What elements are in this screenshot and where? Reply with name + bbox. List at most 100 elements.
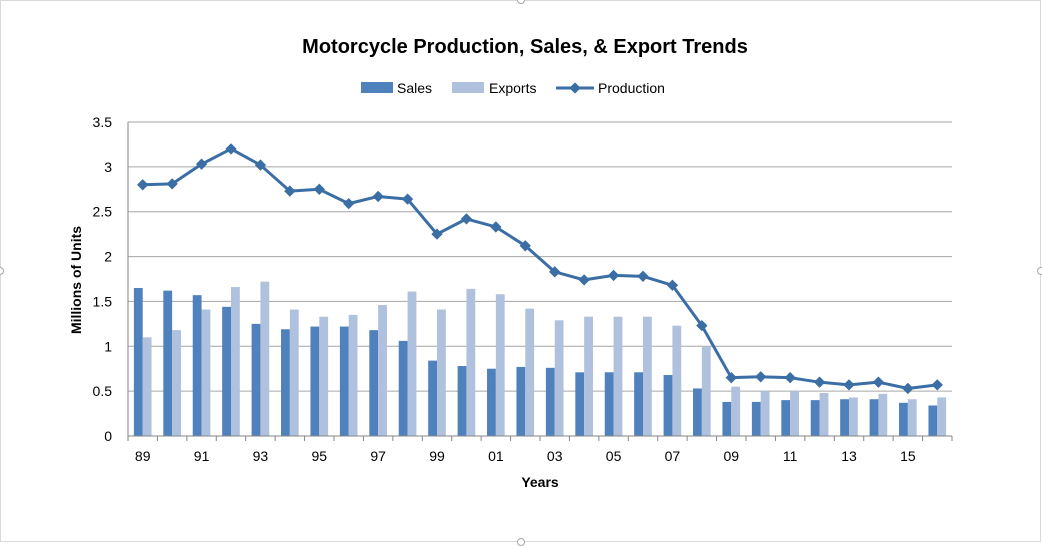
bar-sales-98: [398, 340, 408, 436]
legend-label-exports: Exports: [489, 80, 536, 96]
bar-sales-13: [840, 399, 849, 436]
bar-exports-96: [348, 314, 358, 436]
bars: [133, 281, 947, 436]
x-axis-title: Years: [521, 474, 559, 490]
bar-exports-90: [172, 330, 181, 436]
y-tick-label: 3: [104, 159, 112, 175]
production-line: [137, 143, 943, 395]
bar-exports-01: [495, 294, 505, 436]
bar-exports-94: [289, 309, 299, 436]
x-tick-label: 11: [783, 448, 798, 464]
bar-exports-09: [731, 386, 741, 436]
y-tick-label: 1.5: [93, 293, 113, 309]
legend-swatch-exports: [452, 82, 484, 93]
bar-sales-05: [604, 372, 614, 436]
legend-marker-production: [569, 82, 581, 94]
marker-production-99: [431, 228, 443, 240]
bar-sales-01: [487, 368, 496, 436]
marker-production-03: [549, 266, 561, 278]
bar-exports-04: [584, 316, 593, 436]
bar-sales-14: [869, 399, 879, 436]
bar-sales-10: [751, 401, 761, 436]
bar-exports-91: [201, 309, 211, 436]
bar-exports-12: [819, 392, 829, 436]
x-tick-label: 07: [665, 448, 681, 464]
bar-sales-08: [693, 388, 702, 436]
marker-production-09: [725, 372, 737, 384]
marker-production-07: [666, 279, 679, 291]
legend-label-production: Production: [598, 80, 665, 96]
resize-handle-right[interactable]: [1037, 267, 1042, 275]
x-tick-label: 91: [194, 448, 210, 464]
marker-production-95: [313, 183, 325, 195]
x-tick-label: 13: [841, 448, 857, 464]
marker-production-11: [784, 372, 796, 384]
marker-production-02: [519, 240, 531, 252]
x-tick-label: 09: [723, 448, 739, 464]
bar-exports-99: [437, 309, 446, 436]
bar-sales-89: [133, 287, 143, 436]
bar-exports-02: [525, 308, 535, 436]
bar-sales-02: [516, 366, 526, 436]
bar-exports-14: [878, 393, 888, 436]
bar-exports-95: [319, 316, 329, 436]
marker-production-91: [195, 158, 208, 170]
legend: Sales Exports Production: [361, 80, 665, 96]
bar-sales-00: [457, 366, 467, 436]
bar-sales-07: [663, 374, 673, 436]
marker-production-01: [490, 221, 502, 233]
axes: [127, 122, 953, 441]
marker-production-97: [372, 190, 384, 203]
marker-production-12: [813, 376, 826, 388]
marker-production-92: [225, 143, 237, 155]
marker-production-16: [931, 379, 943, 391]
marker-production-14: [872, 376, 885, 388]
bar-sales-15: [899, 402, 908, 436]
legend-label-sales: Sales: [397, 80, 432, 96]
bar-exports-08: [701, 346, 711, 436]
bar-exports-89: [142, 337, 152, 436]
y-axis-title: Millions of Units: [68, 226, 84, 334]
x-tick-label: 95: [311, 448, 327, 464]
x-tick-label: 01: [488, 448, 504, 464]
bar-sales-97: [369, 330, 379, 436]
bar-exports-16: [937, 397, 947, 436]
bar-sales-96: [339, 326, 349, 436]
marker-production-10: [755, 371, 767, 383]
bar-exports-00: [466, 288, 476, 436]
bar-sales-91: [192, 295, 202, 436]
bar-sales-03: [545, 367, 555, 436]
legend-swatch-sales: [361, 82, 393, 93]
bar-sales-11: [781, 400, 791, 436]
marker-production-13: [843, 379, 855, 391]
bar-sales-04: [575, 372, 585, 436]
bar-sales-09: [722, 401, 732, 436]
y-tick-label: 0: [104, 428, 112, 444]
bar-sales-92: [222, 306, 231, 436]
bar-sales-95: [310, 326, 320, 436]
bar-sales-06: [634, 372, 643, 436]
bar-exports-06: [643, 316, 652, 436]
bar-exports-03: [554, 320, 564, 436]
bar-sales-12: [810, 400, 820, 436]
marker-production-96: [343, 197, 355, 210]
bar-exports-05: [613, 316, 623, 436]
y-tick-label: 0.5: [93, 383, 113, 399]
y-tick-label: 1: [104, 338, 112, 354]
marker-production-15: [902, 382, 914, 395]
y-tick-labels: 0 0.5 1 1.5 2 2.5 3 3.5: [93, 114, 113, 444]
marker-production-00: [460, 213, 473, 225]
marker-production-05: [607, 269, 620, 282]
x-tick-label: 93: [253, 448, 269, 464]
bar-exports-92: [231, 287, 240, 436]
marker-production-90: [166, 178, 178, 190]
bar-sales-90: [163, 290, 173, 436]
marker-production-89: [137, 179, 149, 191]
bar-exports-13: [849, 397, 858, 436]
marker-production-93: [254, 159, 267, 171]
x-tick-label: 05: [606, 448, 622, 464]
x-tick-label: 15: [900, 448, 916, 464]
x-tick-label: 97: [370, 448, 386, 464]
y-tick-label: 2.5: [93, 204, 113, 220]
